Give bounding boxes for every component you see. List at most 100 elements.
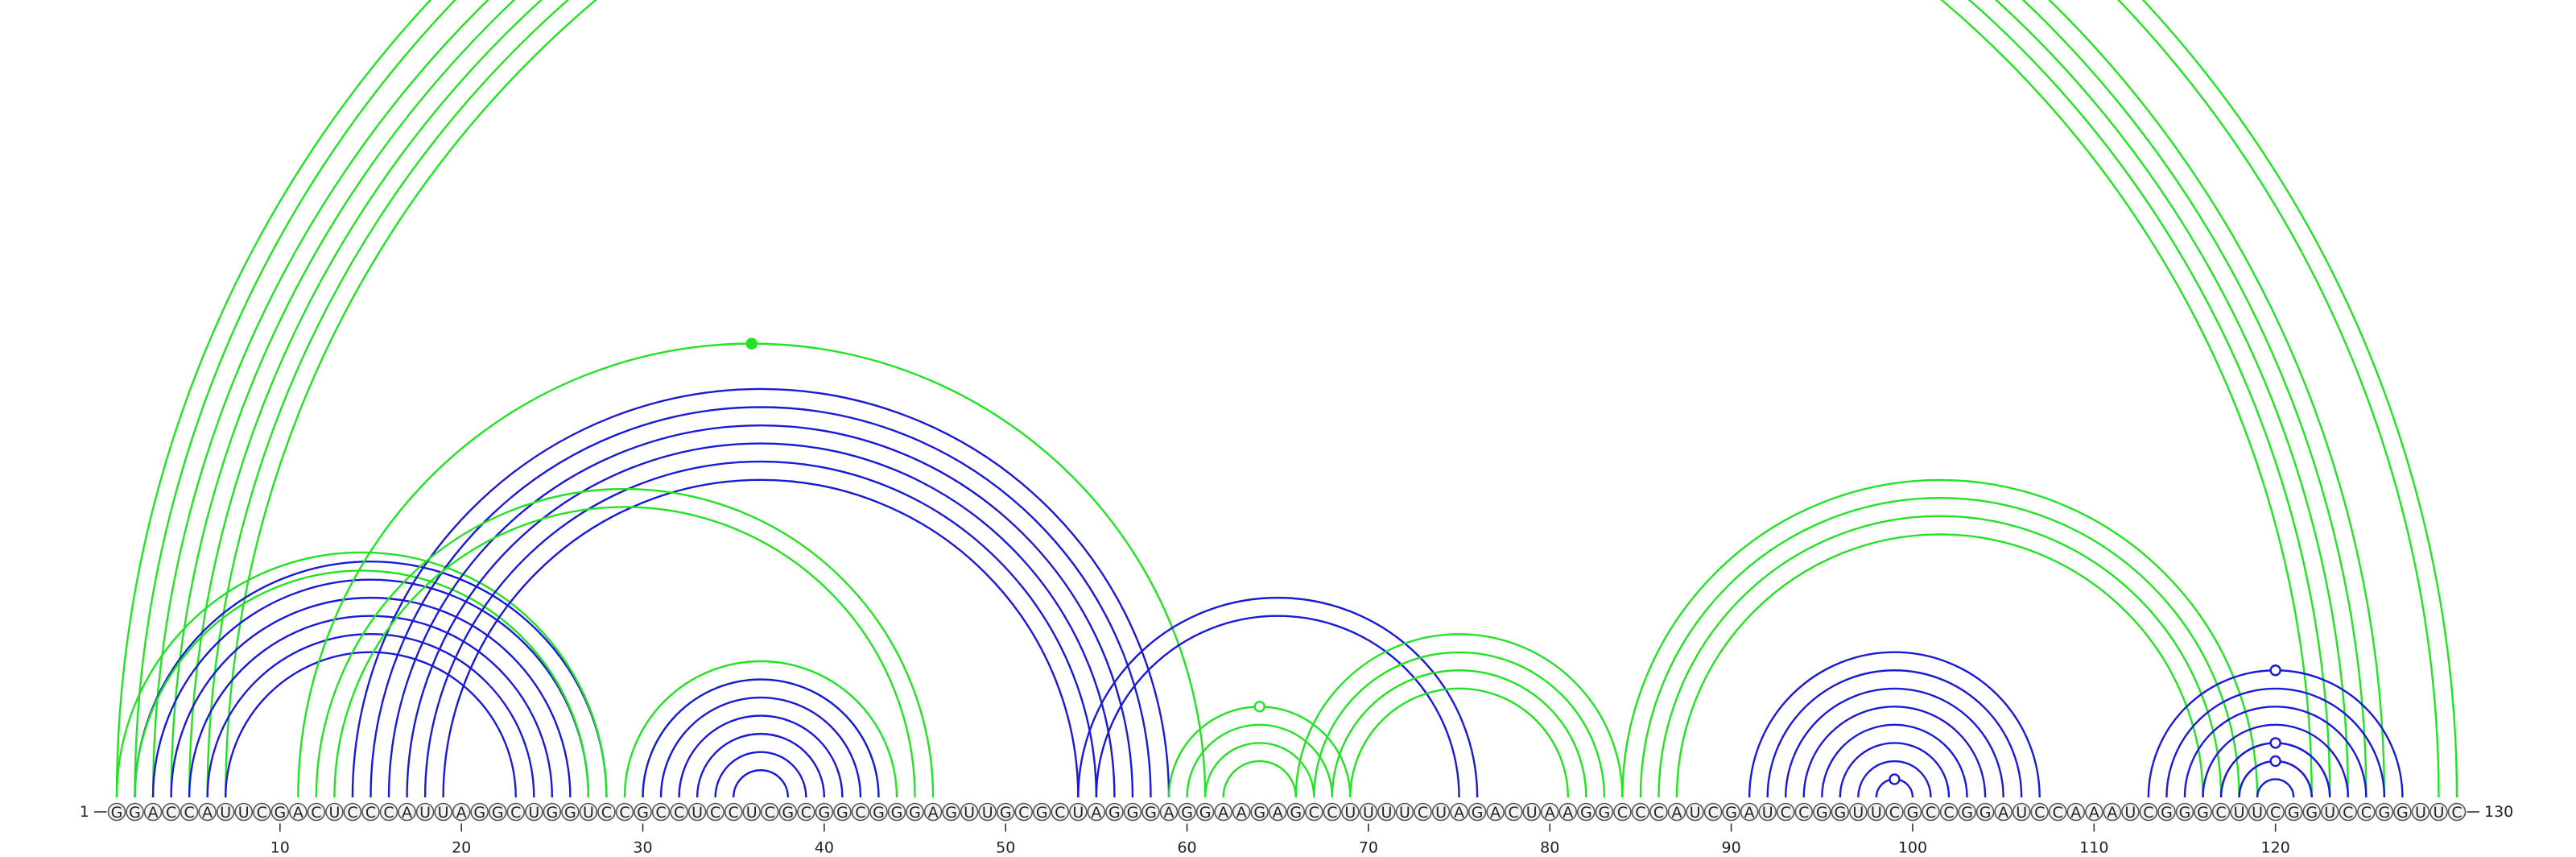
nucleotide-circle	[615, 802, 634, 822]
nucleotide-circle	[1468, 802, 1487, 822]
nucleotide-circle	[706, 802, 724, 822]
nucleotide-circle	[2248, 802, 2267, 822]
nucleotide-letter: G	[2306, 804, 2318, 822]
nucleotide-letter: C	[855, 804, 865, 822]
arc-30-43	[642, 678, 880, 798]
nucleotide-81: A	[1558, 802, 1578, 822]
tick-label-60: 60	[1177, 839, 1196, 857]
nucleotide-circle	[1014, 802, 1034, 822]
arc-54-76	[1077, 596, 1479, 798]
arc-84-119	[1622, 480, 2257, 797]
nucleotide-letter: U	[691, 804, 703, 822]
nucleotide-circle	[2230, 802, 2248, 822]
nucleotide-letter: C	[655, 804, 666, 822]
nucleotide-circle	[2339, 802, 2358, 822]
nucleotide-letter: C	[1055, 804, 1065, 822]
nucleotide-96: G	[1831, 802, 1850, 822]
arc-92-106	[1766, 669, 2023, 798]
nucleotide-letter: G	[1599, 804, 1611, 822]
arc-2-28	[134, 560, 608, 798]
nucleotide-46: A	[923, 802, 943, 822]
nucleotide-98: U	[1867, 802, 1886, 822]
nucleotide-letter: U	[2434, 804, 2445, 822]
nucleotide-43: G	[869, 802, 888, 822]
nucleotide-113: C	[2139, 802, 2158, 822]
nucleotide-circle	[887, 802, 906, 822]
sequence-start-label: 1	[80, 803, 89, 821]
tick-label-70: 70	[1359, 839, 1378, 857]
nucleotide-circle	[978, 802, 997, 822]
nucleotide-circle	[561, 802, 580, 822]
arc-85-118	[1641, 498, 2240, 797]
nucleotide-125: C	[2357, 802, 2376, 822]
nucleotide-circle	[1069, 802, 1088, 822]
nucleotide-circle	[851, 802, 870, 822]
nucleotide-letter: U	[2124, 804, 2136, 822]
arc-marker-11-61	[745, 337, 758, 350]
nucleotide-letter: A	[293, 804, 303, 822]
nucleotide-circle	[343, 802, 362, 822]
nucleotide-67: C	[1305, 802, 1323, 822]
nucleotide-letter: G	[1181, 804, 1193, 822]
arc-1-130	[117, 0, 2457, 797]
nucleotide-circle	[270, 802, 290, 822]
nucleotide-56: G	[1105, 802, 1124, 822]
nucleotide-84: C	[1613, 802, 1632, 822]
nucleotide-13: U	[325, 802, 344, 822]
nucleotide-104: G	[1975, 802, 1995, 822]
nucleotide-letter: A	[1273, 804, 1283, 822]
nucleotide-circle	[1958, 802, 1976, 822]
arcs-layer	[117, 0, 2457, 797]
nucleotide-circle	[2121, 802, 2140, 822]
nucleotide-circle	[1359, 802, 1378, 822]
nucleotide-100: G	[1903, 802, 1922, 822]
arc-marker-118-122	[2269, 755, 2281, 768]
nucleotide-24: U	[525, 802, 543, 822]
arc-61-67	[1203, 742, 1315, 798]
nucleotide-129: U	[2429, 802, 2448, 822]
nucleotide-letter: C	[674, 804, 684, 822]
tick-label-40: 40	[815, 839, 834, 857]
nucleotide-85: C	[1631, 802, 1650, 822]
nucleotide-letter: C	[1653, 804, 1664, 822]
nucleotide-14: C	[343, 802, 362, 822]
nucleotide-121: G	[2284, 802, 2303, 822]
nucleotide-83: G	[1595, 802, 1614, 822]
nucleotide-letter: U	[238, 804, 250, 822]
arc-16-57	[387, 424, 1134, 798]
arc-5-25	[188, 615, 554, 798]
tick-label-100: 100	[1898, 839, 1927, 857]
nucleotide-33: U	[687, 802, 707, 822]
arc-14-59	[351, 388, 1170, 798]
tick-label-110: 110	[2079, 839, 2108, 857]
arc-68-82	[1331, 669, 1587, 798]
nucleotide-letter: A	[1490, 804, 1501, 822]
arc-13-45	[333, 506, 916, 798]
nucleotide-circle	[597, 802, 616, 822]
nucleotide-letter: G	[473, 804, 485, 822]
nucleotide-9: C	[252, 802, 271, 822]
nucleotide-letter: C	[1926, 804, 1936, 822]
nucleotide-circle	[1286, 802, 1306, 822]
nucleotide-36: U	[742, 802, 762, 822]
nucleotide-letter: A	[402, 804, 412, 822]
nucleotide-letter: U	[1344, 804, 1356, 822]
nucleotide-circle	[126, 802, 144, 822]
nucleotide-circle	[1540, 802, 1559, 822]
nucleotide-letter: A	[148, 804, 159, 822]
nucleotide-letter: C	[347, 804, 357, 822]
nucleotide-72: U	[1395, 802, 1414, 822]
nucleotide-26: G	[561, 802, 580, 822]
nucleotide-letter: U	[328, 804, 340, 822]
nucleotide-58: G	[1141, 802, 1160, 822]
nucleotide-circle	[1903, 802, 1922, 822]
nucleotide-circle	[2284, 802, 2303, 822]
nucleotide-circle	[1831, 802, 1850, 822]
nucleotide-letter: U	[220, 804, 231, 822]
nucleotide-22: G	[488, 802, 507, 822]
nucleotide-letter: G	[1907, 804, 1919, 822]
nucleotide-letter: G	[2161, 804, 2173, 822]
nucleotide-letter: G	[1127, 804, 1139, 822]
nucleotide-51: C	[1014, 802, 1034, 822]
nucleotide-107: C	[2030, 802, 2050, 822]
